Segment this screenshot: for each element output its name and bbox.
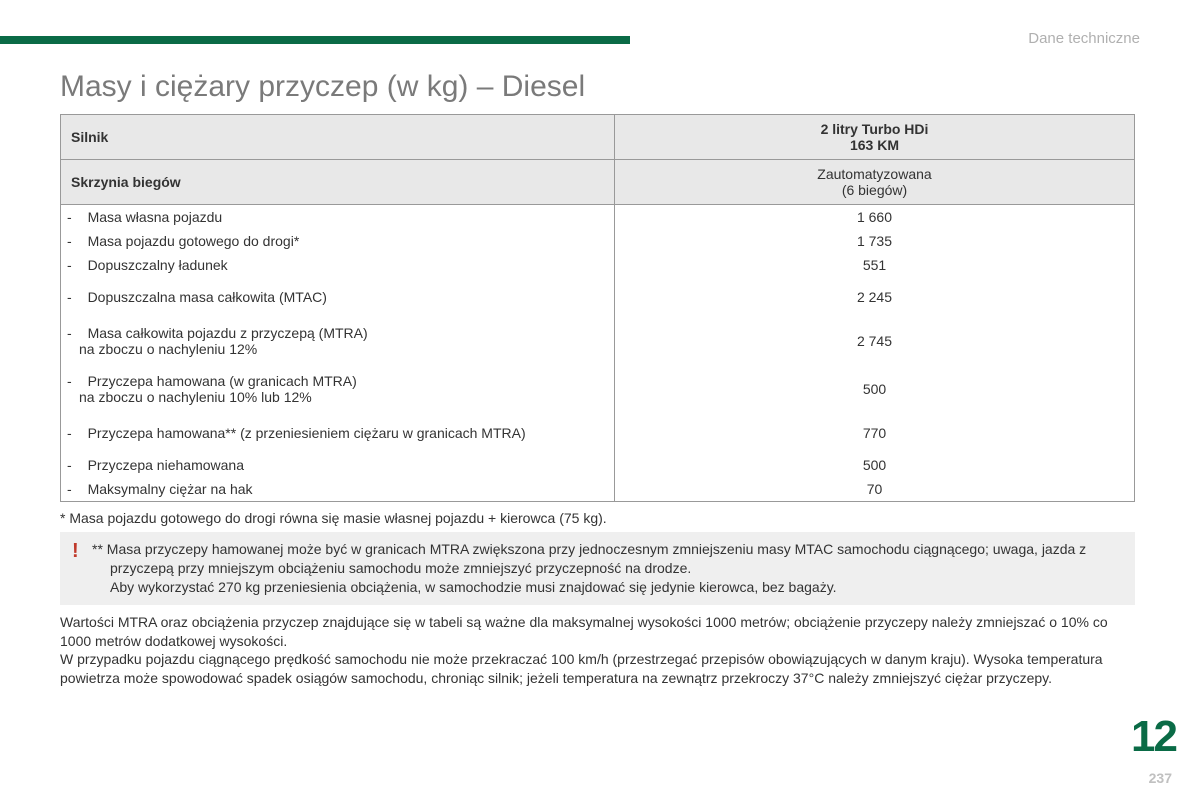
row-label: Przyczepa hamowana (w granicach MTRA)na …: [61, 365, 615, 413]
table-row: Dopuszczalny ładunek551: [61, 253, 1135, 277]
table-row: Przyczepa hamowana** (z przeniesieniem c…: [61, 413, 1135, 453]
th-gearbox-label: Skrzynia biegów: [61, 160, 615, 205]
row-label: Masa pojazdu gotowego do drogi*: [61, 229, 615, 253]
engine-line2: 163 KM: [625, 137, 1124, 153]
row-value: 2 745: [615, 317, 1135, 365]
row-value: 551: [615, 253, 1135, 277]
weights-table: Silnik 2 litry Turbo HDi 163 KM Skrzynia…: [60, 114, 1135, 502]
callout-line-1: ** Masa przyczepy hamowanej może być w g…: [92, 540, 1121, 578]
row-value: 1 660: [615, 205, 1135, 230]
row-label: Dopuszczalny ładunek: [61, 253, 615, 277]
row-value: 1 735: [615, 229, 1135, 253]
accent-top-bar: [0, 36, 630, 44]
th-engine-label: Silnik: [61, 115, 615, 160]
section-header-label: Dane techniczne: [1028, 30, 1140, 47]
row-label: Masa własna pojazdu: [61, 205, 615, 230]
table-row: Przyczepa niehamowana500: [61, 453, 1135, 477]
table-row: Maksymalny ciężar na hak70: [61, 477, 1135, 502]
callout-line-2: Aby wykorzystać 270 kg przeniesienia obc…: [92, 578, 1121, 597]
row-value: 500: [615, 365, 1135, 413]
table-body: Masa własna pojazdu1 660Masa pojazdu got…: [61, 205, 1135, 502]
row-value: 2 245: [615, 277, 1135, 317]
table-row: Masa całkowita pojazdu z przyczepą (MTRA…: [61, 317, 1135, 365]
th-engine-value: 2 litry Turbo HDi 163 KM: [615, 115, 1135, 160]
gearbox-line1: Zautomatyzowana: [625, 166, 1124, 182]
row-label: Dopuszczalna masa całkowita (MTAC): [61, 277, 615, 317]
gearbox-line2: (6 biegów): [625, 182, 1124, 198]
exclamation-icon: !: [72, 538, 79, 565]
th-gearbox-value: Zautomatyzowana (6 biegów): [615, 160, 1135, 205]
table-row: Masa własna pojazdu1 660: [61, 205, 1135, 230]
page-title: Masy i ciężary przyczep (w kg) – Diesel: [60, 70, 1135, 104]
page-number: 237: [1149, 770, 1172, 786]
footnote-1: * Masa pojazdu gotowego do drogi równa s…: [60, 510, 1135, 526]
table-row: Przyczepa hamowana (w granicach MTRA)na …: [61, 365, 1135, 413]
page-content: Masy i ciężary przyczep (w kg) – Diesel …: [60, 70, 1135, 688]
table-row: Masa pojazdu gotowego do drogi*1 735: [61, 229, 1135, 253]
row-value: 500: [615, 453, 1135, 477]
row-value: 70: [615, 477, 1135, 502]
warning-callout: ! ** Masa przyczepy hamowanej może być w…: [60, 532, 1135, 605]
body-paragraph: Wartości MTRA oraz obciążenia przyczep z…: [60, 613, 1135, 689]
row-label: Maksymalny ciężar na hak: [61, 477, 615, 502]
engine-line1: 2 litry Turbo HDi: [625, 121, 1124, 137]
row-label: Przyczepa hamowana** (z przeniesieniem c…: [61, 413, 615, 453]
chapter-number: 12: [1131, 712, 1176, 762]
row-label: Przyczepa niehamowana: [61, 453, 615, 477]
table-row: Dopuszczalna masa całkowita (MTAC)2 245: [61, 277, 1135, 317]
row-label: Masa całkowita pojazdu z przyczepą (MTRA…: [61, 317, 615, 365]
row-value: 770: [615, 413, 1135, 453]
